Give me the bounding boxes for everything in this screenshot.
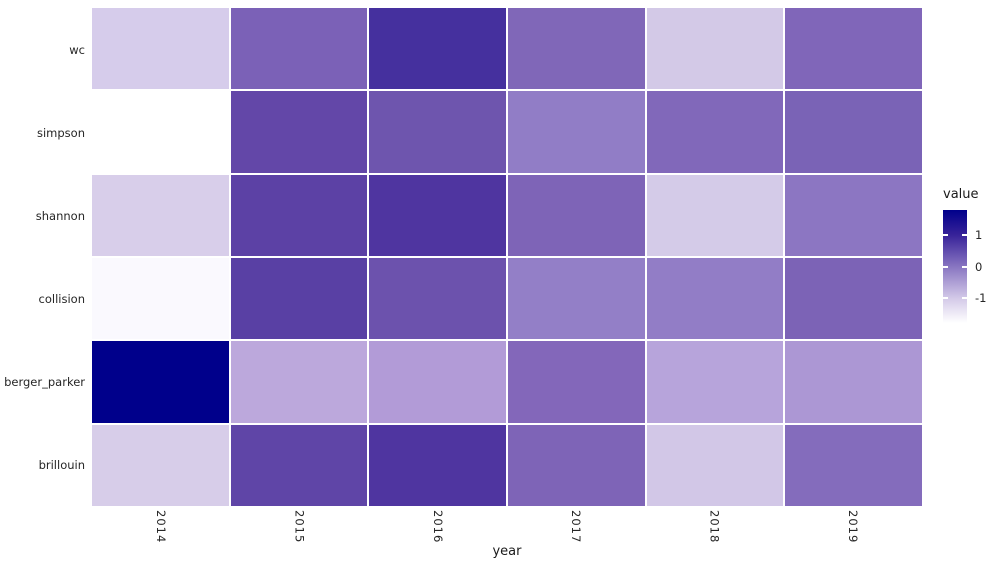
heatmap-cell-berger_parker-2019 <box>785 341 922 423</box>
y-tick-label-berger_parker: berger_parker <box>4 374 85 389</box>
legend-tick-mark <box>943 266 948 268</box>
heatmap-cell-simpson-2016 <box>369 91 506 173</box>
heatmap-cell-shannon-2016 <box>369 174 506 256</box>
heatmap-cell-brillouin-2018 <box>646 424 784 506</box>
y-tick-label-collision: collision <box>38 291 85 306</box>
heatmap-cell-berger_parker-2018 <box>646 341 784 423</box>
y-tick-label-brillouin: brillouin <box>38 457 85 472</box>
legend-tick-label-1: 1 <box>975 228 983 242</box>
y-tick-label-wc: wc <box>69 42 85 57</box>
heatmap-cell-brillouin-2014 <box>92 424 229 506</box>
legend-tick-mark <box>962 266 967 268</box>
x-tick-label-2014: 2014 <box>154 510 169 544</box>
heatmap-cell-shannon-2018 <box>646 174 784 256</box>
heatmap-cell-berger_parker-2015 <box>230 341 368 423</box>
heatmap-cell-wc-2014 <box>92 8 229 90</box>
heatmap-cell-berger_parker-2016 <box>369 341 506 423</box>
heatmap-grid <box>92 8 922 506</box>
legend-gradient-bar: 1 0 -1 <box>943 210 986 323</box>
heatmap-cell-collision-2018 <box>646 258 784 340</box>
heatmap-cell-simpson-2014 <box>92 91 229 173</box>
legend-tick-mark <box>943 234 948 236</box>
heatmap-cell-collision-2015 <box>230 258 368 340</box>
heatmap-cell-simpson-2015 <box>230 91 368 173</box>
y-tick-label-shannon: shannon <box>35 208 85 223</box>
x-axis-title: year <box>492 544 522 559</box>
heatmap-cell-berger_parker-2014 <box>92 341 229 423</box>
x-tick-label-2018: 2018 <box>707 510 722 544</box>
heatmap-cell-brillouin-2019 <box>785 424 922 506</box>
heatmap-cell-simpson-2019 <box>785 91 922 173</box>
heatmap-cell-simpson-2018 <box>646 91 784 173</box>
heatmap-cell-collision-2016 <box>369 258 506 340</box>
heatmap-cell-berger_parker-2017 <box>508 341 645 423</box>
heatmap-cell-wc-2016 <box>369 8 506 90</box>
heatmap-cell-shannon-2019 <box>785 174 922 256</box>
x-tick-label-2019: 2019 <box>845 510 860 544</box>
legend: value 1 0 -1 <box>943 187 1000 323</box>
heatmap-cell-shannon-2017 <box>508 174 645 256</box>
legend-tick-label--1: -1 <box>975 291 987 305</box>
legend-tick-mark <box>962 297 967 299</box>
heatmap-cell-shannon-2015 <box>230 174 368 256</box>
heatmap-cell-wc-2018 <box>646 8 784 90</box>
heatmap-cell-collision-2019 <box>785 258 922 340</box>
legend-tick-label-0: 0 <box>975 260 983 274</box>
heatmap-cell-collision-2014 <box>92 258 229 340</box>
legend-title: value <box>943 187 979 202</box>
x-axis-labels: 2014 2015 2016 2017 2018 2019 <box>92 510 922 550</box>
legend-tick-mark <box>962 234 967 236</box>
heatmap-cell-brillouin-2015 <box>230 424 368 506</box>
heatmap-cell-wc-2015 <box>230 8 368 90</box>
x-tick-label-2016: 2016 <box>430 510 445 544</box>
x-tick-label-2017: 2017 <box>569 510 584 544</box>
heatmap-cell-brillouin-2016 <box>369 424 506 506</box>
x-tick-label-2015: 2015 <box>292 510 307 544</box>
y-tick-label-simpson: simpson <box>36 125 85 140</box>
heatmap-cell-wc-2017 <box>508 8 645 90</box>
heatmap-cell-shannon-2014 <box>92 174 229 256</box>
legend-tick-mark <box>943 297 948 299</box>
heatmap-cell-wc-2019 <box>785 8 922 90</box>
heatmap-cell-simpson-2017 <box>508 91 645 173</box>
heatmap-cell-collision-2017 <box>508 258 645 340</box>
heatmap-cell-brillouin-2017 <box>508 424 645 506</box>
